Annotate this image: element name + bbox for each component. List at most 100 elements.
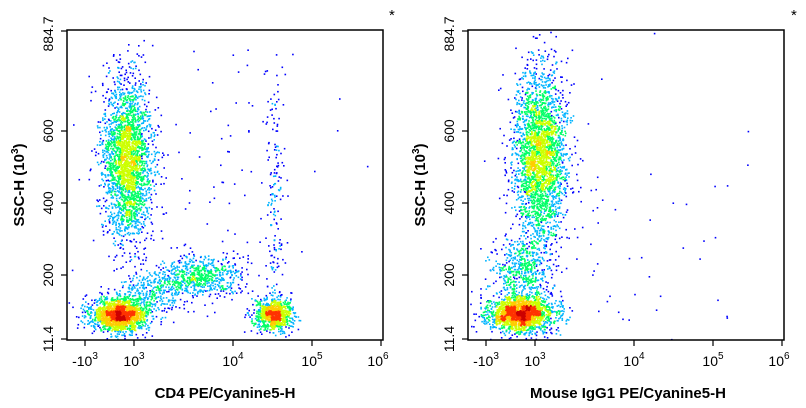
event-dot (93, 302, 96, 304)
event-dot (138, 198, 141, 201)
event-dot (134, 163, 137, 165)
event-dot (141, 142, 143, 145)
event-dot (94, 318, 96, 321)
event-dot (137, 196, 140, 198)
event-dot (119, 227, 122, 229)
event-dot (127, 92, 129, 94)
event-dot (139, 147, 142, 150)
event-dot (119, 184, 122, 186)
event-dot (126, 144, 128, 147)
event-dot (101, 319, 104, 322)
event-dot (131, 145, 133, 147)
event-dot (104, 176, 107, 178)
event-dot (154, 159, 156, 161)
event-dot (119, 116, 121, 118)
event-dot (114, 306, 117, 308)
event-dot (143, 103, 146, 106)
event-dot (123, 321, 125, 323)
event-dot (116, 297, 118, 300)
event-dot (92, 309, 95, 311)
event-dot (119, 142, 121, 144)
event-dot (120, 329, 123, 332)
event-dot (134, 316, 136, 319)
event-dot (122, 157, 124, 160)
event-dot (267, 319, 270, 322)
event-dot (141, 179, 144, 181)
event-dot (266, 314, 268, 317)
event-dot (117, 146, 120, 149)
event-dot (138, 302, 140, 305)
event-dot (125, 145, 127, 148)
event-dot (260, 300, 263, 302)
event-dot (120, 160, 123, 163)
event-dot (116, 219, 119, 222)
event-dot (108, 119, 110, 122)
event-dot (118, 150, 121, 153)
event-dot (141, 309, 143, 312)
event-dot (145, 199, 148, 202)
event-dot (137, 224, 139, 226)
event-dot (118, 157, 121, 160)
event-dot (153, 185, 156, 187)
event-dot (129, 151, 132, 153)
event-dot (113, 144, 116, 146)
event-dot (112, 164, 114, 166)
event-dot (140, 187, 142, 189)
event-dot (110, 145, 113, 148)
event-dot (107, 174, 109, 176)
event-dot (267, 313, 269, 316)
event-dot (99, 306, 101, 308)
event-dot (123, 93, 125, 96)
event-dot (132, 118, 135, 120)
event-dot (117, 103, 119, 105)
event-dot (262, 311, 265, 314)
event-dot (125, 202, 127, 205)
event-dot (139, 156, 141, 159)
event-dot (99, 126, 101, 129)
event-dot (115, 227, 118, 229)
event-dot (145, 160, 148, 163)
event-dot (102, 320, 104, 323)
event-dot (134, 84, 137, 86)
event-dot (133, 200, 136, 203)
event-dot (105, 225, 107, 227)
event-dot (121, 119, 124, 122)
event-dot (124, 95, 127, 97)
event-dot (134, 148, 137, 151)
event-dot (117, 331, 120, 333)
event-dot (110, 302, 112, 305)
event-dot (106, 302, 108, 304)
event-dot (145, 217, 147, 220)
event-dot (139, 313, 141, 316)
event-dot (139, 155, 141, 158)
event-dot (151, 44, 154, 47)
event-dot (76, 327, 79, 329)
event-dot (134, 245, 136, 248)
event-dot (99, 326, 101, 329)
event-dot (135, 95, 137, 97)
event-dot (117, 170, 119, 173)
event-dot (139, 221, 141, 224)
event-dot (139, 228, 142, 231)
event-dot (139, 200, 142, 203)
event-dot (100, 184, 102, 186)
event-dot (107, 141, 110, 143)
event-dot (119, 172, 121, 175)
event-dot (151, 127, 153, 130)
event-dot (128, 143, 131, 145)
event-dot (142, 276, 145, 279)
event-dot (102, 173, 104, 175)
event-dot (116, 172, 118, 174)
event-dot (111, 301, 113, 303)
event-dot (132, 312, 134, 315)
event-dot (139, 131, 142, 134)
event-dot (119, 192, 122, 195)
event-dot (157, 124, 159, 127)
event-dot (128, 44, 130, 46)
event-dot (140, 206, 143, 209)
event-dot (126, 210, 129, 213)
event-dot (119, 204, 121, 206)
event-dot (129, 240, 131, 242)
event-dot (113, 150, 115, 152)
event-dot (140, 223, 143, 225)
